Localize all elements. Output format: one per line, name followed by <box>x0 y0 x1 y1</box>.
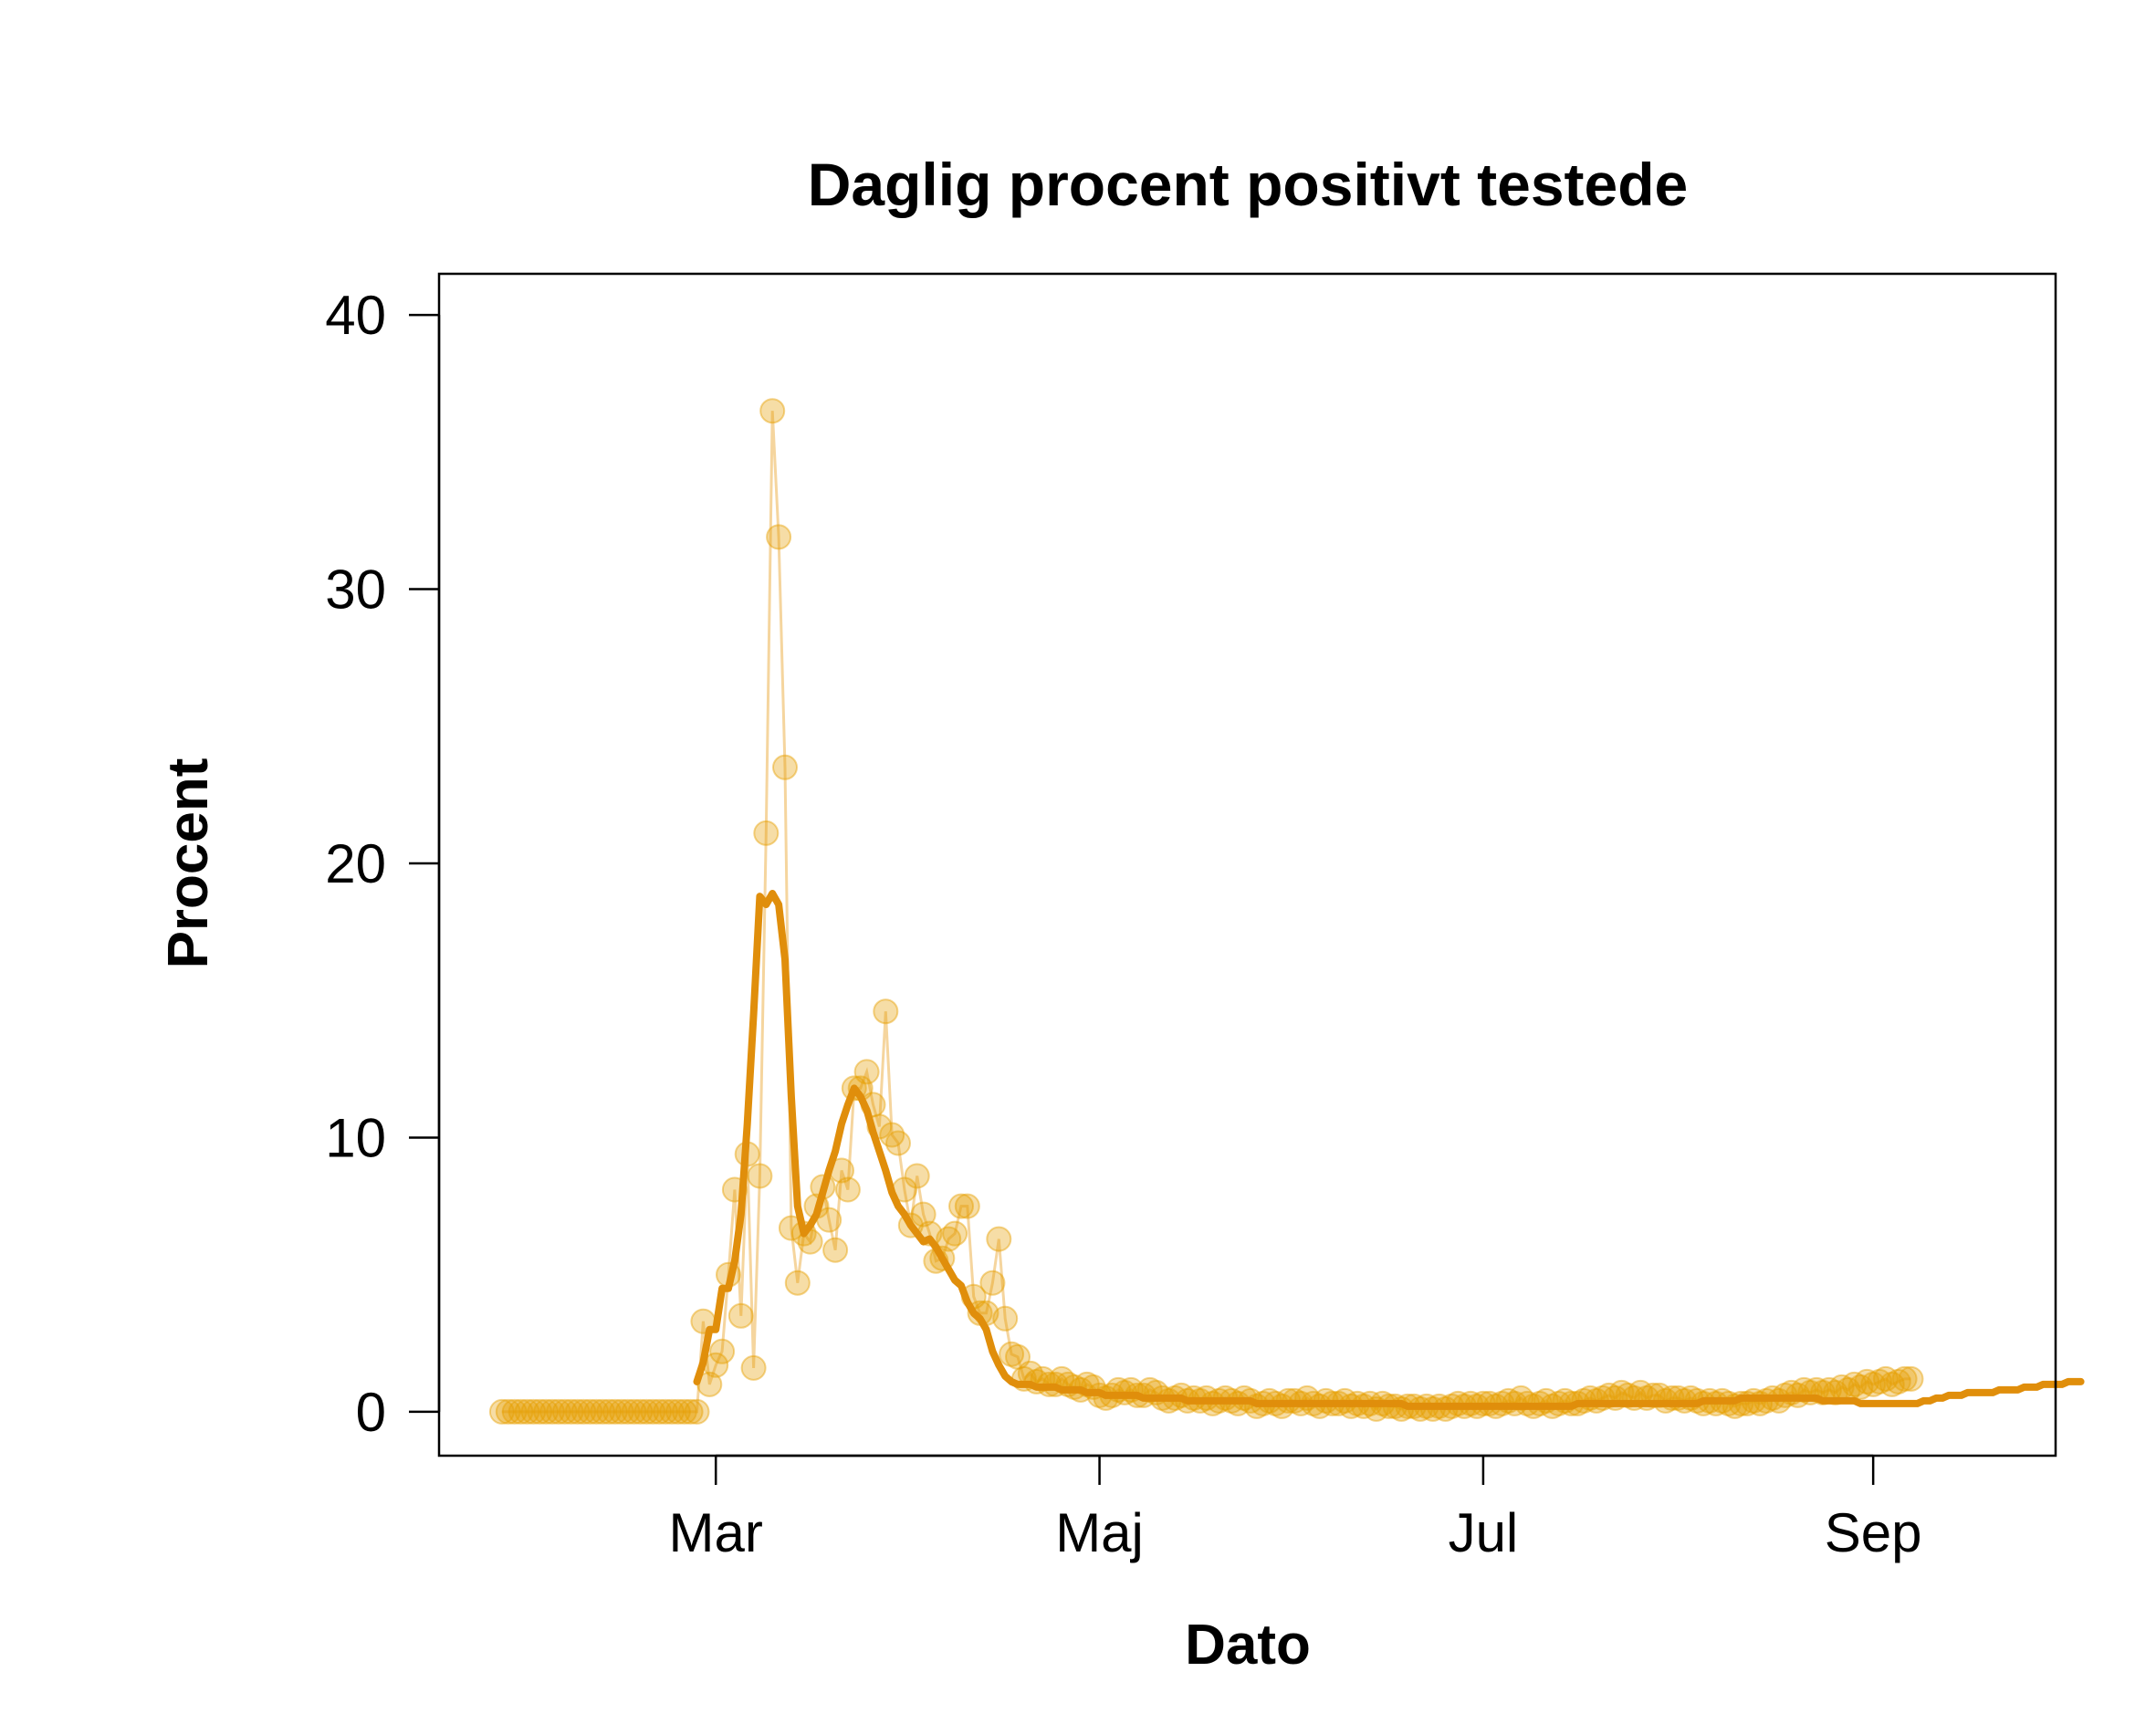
data-point <box>822 1237 849 1263</box>
x-axis: Mar Maj Jul Sep <box>669 1454 1922 1563</box>
data-point <box>759 398 786 424</box>
y-axis-label: Procent <box>157 758 220 969</box>
data-point <box>1841 1371 1868 1397</box>
data-point <box>1898 1365 1924 1392</box>
data-point <box>653 1398 679 1425</box>
y-axis: 0 10 20 30 40 <box>325 285 441 1443</box>
data-point <box>596 1398 623 1425</box>
data-point <box>539 1398 565 1425</box>
y-tick-label: 40 <box>325 285 386 346</box>
data-point <box>753 820 780 846</box>
data-point <box>885 1130 911 1156</box>
x-tick-label: Mar <box>669 1502 763 1563</box>
data-point <box>910 1201 937 1228</box>
data-point <box>501 1398 528 1425</box>
data-point <box>608 1398 634 1425</box>
data-point <box>727 1302 754 1329</box>
y-tick-label: 20 <box>325 833 386 894</box>
data-point <box>873 998 899 1025</box>
data-point <box>1005 1343 1031 1370</box>
data-point <box>904 1163 930 1189</box>
data-point <box>1867 1368 1893 1395</box>
x-axis-label: Dato <box>1185 1614 1311 1677</box>
y-tick-label: 0 <box>356 1382 386 1443</box>
data-point <box>508 1398 534 1425</box>
data-point <box>942 1220 968 1247</box>
data-point <box>684 1398 710 1425</box>
data-point <box>986 1226 1012 1252</box>
chart-title: Daglig procent positivt testede <box>808 151 1688 218</box>
data-point <box>1891 1365 1918 1392</box>
daily-points-group <box>488 398 1924 1425</box>
y-tick-label: 10 <box>325 1107 386 1168</box>
data-point <box>665 1398 691 1425</box>
data-point <box>1872 1365 1899 1392</box>
data-point <box>834 1176 861 1203</box>
data-point <box>1847 1374 1874 1400</box>
data-point <box>558 1398 584 1425</box>
data-point <box>614 1398 641 1425</box>
daily-series-line-group <box>501 411 1911 1414</box>
data-point <box>495 1398 521 1425</box>
data-point <box>853 1059 880 1085</box>
data-point <box>545 1398 571 1425</box>
data-point <box>514 1398 540 1425</box>
data-point <box>520 1398 547 1425</box>
data-point <box>570 1398 597 1425</box>
data-point <box>747 1163 773 1189</box>
daily-series-line <box>501 411 1911 1414</box>
data-point <box>527 1398 553 1425</box>
data-point <box>646 1398 673 1425</box>
data-point <box>999 1341 1025 1367</box>
data-point <box>488 1398 515 1425</box>
data-point <box>740 1354 767 1381</box>
data-point <box>766 524 792 550</box>
data-point <box>659 1398 685 1425</box>
data-point <box>640 1398 666 1425</box>
plot-frame <box>437 272 2057 1458</box>
data-point <box>590 1398 616 1425</box>
smoothed-series-group <box>693 890 2085 1410</box>
data-point <box>564 1398 591 1425</box>
data-point <box>533 1398 560 1425</box>
data-point <box>633 1398 660 1425</box>
data-point <box>627 1398 654 1425</box>
x-tick-label: Maj <box>1055 1502 1144 1563</box>
data-point <box>577 1398 603 1425</box>
data-point <box>1879 1371 1905 1397</box>
data-point <box>1860 1371 1887 1397</box>
data-point <box>621 1398 647 1425</box>
data-point <box>954 1193 980 1219</box>
smoothed-series-line <box>693 890 2085 1410</box>
data-point <box>602 1398 628 1425</box>
data-point <box>1854 1368 1880 1395</box>
data-point <box>583 1398 610 1425</box>
x-tick-label: Jul <box>1449 1502 1519 1563</box>
data-point <box>1885 1368 1911 1395</box>
data-point <box>948 1193 974 1219</box>
data-point <box>772 754 798 780</box>
data-point <box>671 1398 697 1425</box>
data-point <box>936 1226 962 1252</box>
data-point <box>979 1269 1006 1296</box>
data-point <box>879 1122 905 1148</box>
x-tick-label: Sep <box>1825 1502 1922 1563</box>
y-tick-label: 30 <box>325 559 386 621</box>
data-point <box>551 1398 578 1425</box>
data-point <box>709 1338 736 1364</box>
data-point <box>784 1269 811 1296</box>
data-point <box>992 1305 1019 1332</box>
data-point <box>677 1398 704 1425</box>
